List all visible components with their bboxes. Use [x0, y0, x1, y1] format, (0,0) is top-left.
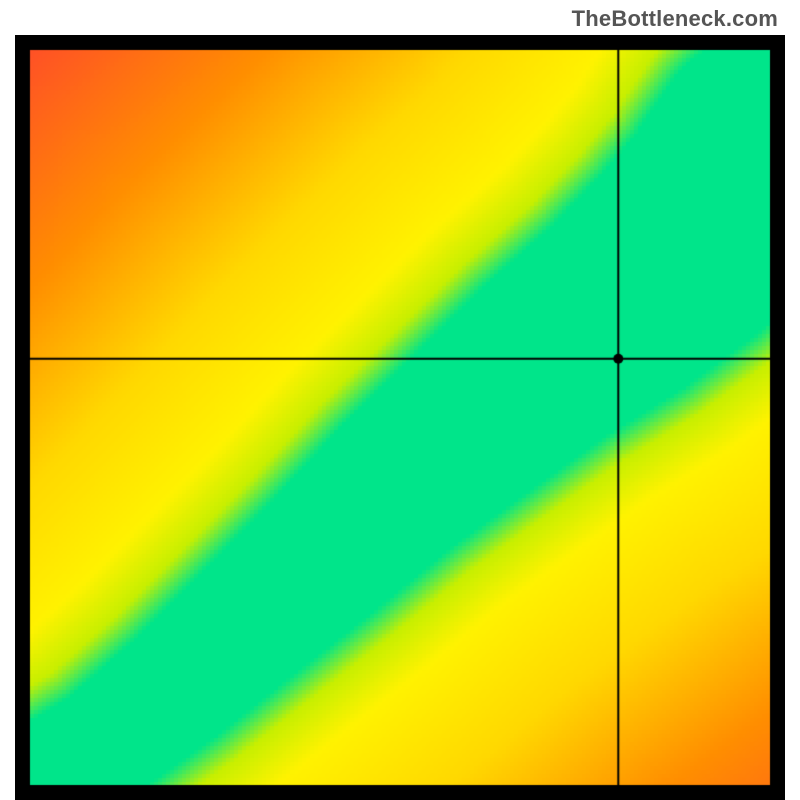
chart-frame — [15, 35, 785, 800]
heatmap-canvas — [15, 35, 785, 800]
watermark-text: TheBottleneck.com — [572, 6, 778, 32]
chart-container: TheBottleneck.com — [0, 0, 800, 800]
